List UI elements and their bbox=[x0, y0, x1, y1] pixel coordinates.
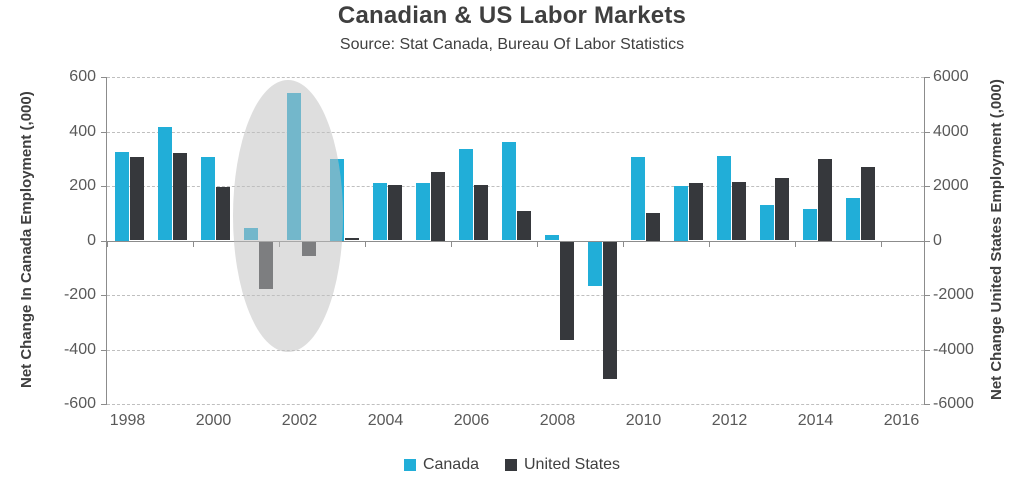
legend: Canada United States bbox=[0, 456, 1024, 474]
left-axis-tick-label: 200 bbox=[69, 177, 96, 194]
right-axis-tick-label: 4000 bbox=[933, 122, 969, 140]
bar-united-states-2004 bbox=[387, 184, 402, 241]
left-axis-tick-label: -600 bbox=[63, 395, 96, 412]
bar-united-states-2010 bbox=[645, 213, 660, 241]
gridline bbox=[107, 295, 924, 296]
bar-united-states-1999 bbox=[172, 153, 187, 241]
bar-canada-2013 bbox=[759, 205, 774, 241]
bar-united-states-2011 bbox=[688, 183, 703, 241]
bar-canada-2006 bbox=[458, 149, 473, 241]
x-axis-tick bbox=[537, 240, 538, 247]
gridline bbox=[107, 77, 924, 78]
right-axis-title: Net Change United States Employment (,00… bbox=[988, 79, 1005, 401]
axis-tick bbox=[924, 186, 930, 187]
x-axis-tick bbox=[451, 240, 452, 247]
x-axis-tick bbox=[623, 240, 624, 247]
bar-canada-1999 bbox=[157, 127, 172, 241]
gridline bbox=[107, 131, 924, 133]
right-axis-tick-label: -2000 bbox=[933, 286, 974, 303]
x-axis-tick bbox=[107, 240, 108, 247]
x-axis-tick-label: 2006 bbox=[453, 412, 490, 429]
bar-united-states-2007 bbox=[516, 210, 531, 241]
left-axis-tick-label: 600 bbox=[69, 68, 96, 85]
bar-united-states-2014 bbox=[817, 158, 832, 241]
x-axis-tick-label: 2010 bbox=[625, 412, 662, 429]
x-axis-tick-label: 2000 bbox=[195, 412, 232, 429]
x-axis-tick bbox=[365, 240, 366, 247]
x-axis-tick-label: 1998 bbox=[109, 412, 146, 429]
bar-canada-2010 bbox=[630, 157, 645, 241]
bar-canada-2014 bbox=[802, 209, 817, 241]
x-axis-tick bbox=[881, 240, 882, 247]
axis-tick bbox=[924, 77, 930, 78]
left-axis-tick-label: 400 bbox=[69, 122, 96, 140]
x-axis-tick-label: 2008 bbox=[539, 412, 576, 429]
bar-canada-2008 bbox=[544, 235, 559, 241]
axis-tick bbox=[101, 77, 107, 78]
axis-tick bbox=[101, 404, 107, 405]
bar-united-states-2012 bbox=[731, 181, 746, 241]
legend-label-united-states: United States bbox=[523, 456, 621, 473]
axis-tick bbox=[101, 240, 107, 242]
x-axis-tick-label: 2012 bbox=[711, 412, 748, 429]
chart-title: Canadian & US Labor Markets bbox=[337, 2, 687, 29]
bar-canada-2015 bbox=[845, 198, 860, 241]
bar-canada-2000 bbox=[200, 157, 215, 241]
axis-tick bbox=[101, 349, 107, 351]
axis-tick bbox=[924, 295, 930, 296]
x-axis-tick-label: 2004 bbox=[367, 412, 404, 429]
right-axis-tick-label: -4000 bbox=[933, 340, 974, 358]
axis-tick bbox=[924, 240, 930, 242]
bar-united-states-2006 bbox=[473, 184, 488, 241]
x-axis-tick bbox=[709, 240, 710, 247]
x-axis-tick-label: 2002 bbox=[281, 412, 318, 429]
chart-subtitle: Source: Stat Canada, Bureau Of Labor Sta… bbox=[339, 36, 685, 53]
x-axis-tick-label: 2016 bbox=[883, 412, 920, 429]
right-axis-tick-label: 0 bbox=[933, 231, 942, 249]
axis-tick bbox=[101, 295, 107, 296]
axis-tick bbox=[924, 131, 930, 133]
x-axis-tick bbox=[795, 240, 796, 247]
bar-united-states-2009 bbox=[602, 241, 617, 380]
left-axis-tick-label: -400 bbox=[63, 340, 96, 358]
canada-swatch-icon bbox=[403, 459, 416, 471]
united-states-swatch-icon bbox=[504, 459, 517, 471]
plot-area bbox=[101, 77, 930, 405]
x-axis-tick bbox=[193, 240, 194, 247]
axis-tick bbox=[924, 349, 930, 351]
axis-tick bbox=[101, 131, 107, 133]
bar-united-states-2000 bbox=[215, 187, 230, 241]
bar-united-states-2005 bbox=[430, 172, 445, 241]
right-axis-tick-label: 6000 bbox=[933, 68, 969, 85]
axis-tick bbox=[101, 186, 107, 187]
bar-united-states-2013 bbox=[774, 177, 789, 241]
bar-canada-2011 bbox=[673, 186, 688, 241]
x-axis-tick-label: 2014 bbox=[797, 412, 834, 429]
bar-canada-1998 bbox=[114, 151, 129, 241]
legend-item-united-states: United States bbox=[504, 456, 621, 474]
bar-united-states-2015 bbox=[860, 166, 875, 241]
legend-label-canada: Canada bbox=[422, 456, 479, 473]
right-axis-tick-label: -6000 bbox=[933, 395, 974, 412]
axis-tick bbox=[924, 404, 930, 405]
left-axis-tick-label: 0 bbox=[87, 231, 96, 249]
left-axis-title: Net Change In Canada Employment (,000) bbox=[18, 91, 35, 389]
bar-canada-2005 bbox=[415, 183, 430, 241]
recession-highlight-ellipse bbox=[233, 79, 344, 353]
bar-canada-2007 bbox=[501, 142, 516, 241]
gridline bbox=[107, 349, 924, 351]
bar-canada-2012 bbox=[716, 156, 731, 241]
gridline bbox=[107, 186, 924, 187]
bar-united-states-2008 bbox=[559, 241, 574, 340]
left-axis-tick-label: -200 bbox=[63, 286, 96, 303]
gridline bbox=[107, 404, 924, 405]
bar-united-states-2003 bbox=[344, 237, 359, 241]
bar-canada-2009 bbox=[587, 241, 602, 287]
right-axis-tick-label: 2000 bbox=[933, 177, 969, 194]
bar-canada-2004 bbox=[372, 183, 387, 241]
bar-united-states-1998 bbox=[129, 157, 144, 241]
zero-line bbox=[107, 240, 924, 242]
legend-item-canada: Canada bbox=[403, 456, 479, 474]
